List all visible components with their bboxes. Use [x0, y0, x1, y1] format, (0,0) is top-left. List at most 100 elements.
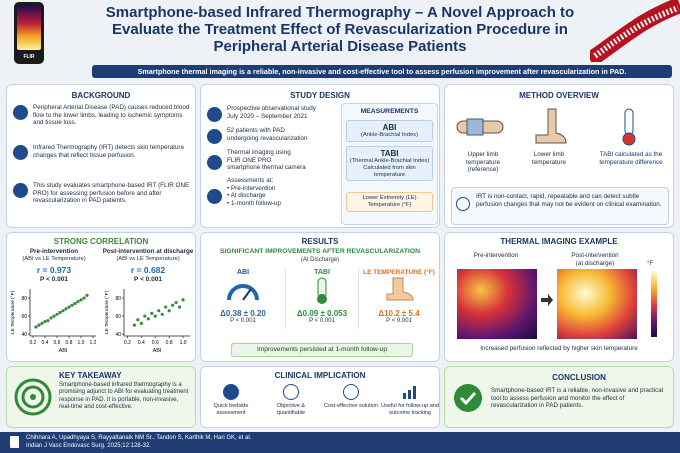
point	[49, 316, 53, 320]
x-axis-label: ABI	[153, 348, 162, 354]
thermometer-icon	[624, 108, 634, 136]
line: 52 patients with PAD	[227, 127, 285, 134]
colorbar-unit: °F	[647, 261, 654, 267]
label: Post-intervention (at discharge)	[555, 252, 635, 267]
icon	[13, 183, 28, 198]
text: Upper limb temperature (reference)	[466, 151, 500, 174]
measure-desc: Calculated from skin temperature	[363, 164, 416, 178]
metric-p: P < 0.001	[386, 318, 412, 324]
citation: Chihnara A, Upadhyaya S, Rayyattanaik NM…	[26, 434, 251, 450]
y-tick-label: 80	[115, 296, 121, 302]
results-note: (At Discharge)	[300, 257, 340, 263]
item: Cost-effective solution	[323, 403, 378, 409]
point	[82, 296, 86, 300]
method-icons	[456, 108, 636, 146]
point	[167, 309, 171, 313]
x-tick-label: 0.6	[54, 340, 61, 346]
icon	[13, 145, 28, 160]
chart-p: P < 0.001	[134, 276, 162, 283]
panel-title: RESULTS	[301, 237, 339, 246]
caption: Increased perfusion reflected by higher …	[480, 345, 638, 352]
background-panel: BACKGROUND Peripheral Arterial Disease (…	[6, 84, 196, 228]
item: Useful for follow-up and outcome trackin…	[381, 403, 439, 416]
x-axis-label: ABI	[59, 348, 68, 354]
point	[177, 305, 182, 309]
line: Post-intervention	[571, 252, 619, 259]
target-icon	[14, 378, 52, 416]
line: FLIR ONE PRO	[227, 156, 272, 164]
x-tick-label: 0.4	[42, 340, 49, 346]
chart-subtitle: (ABI vs LE Temperature)	[22, 256, 86, 262]
metric-value: Δ10.2 ± 5.4	[378, 309, 420, 318]
text: Infrared Thermography (IRT) detects skin…	[33, 144, 184, 159]
point	[136, 318, 140, 322]
artery-illustration	[590, 0, 680, 62]
doc-icon	[10, 436, 19, 448]
ring	[14, 378, 52, 416]
text: IRT is non-contact, rapid, repeatable an…	[476, 193, 662, 208]
chart-r: r = 0.682	[130, 265, 166, 275]
measure-name: TABI	[380, 149, 399, 158]
line: Pre-intervention	[230, 184, 276, 192]
panel-title: METHOD OVERVIEW	[519, 91, 599, 100]
point	[76, 300, 80, 304]
gauge-icon	[227, 284, 259, 301]
measure-desc: (Thermal Ankle-Brachial Index)	[349, 158, 430, 164]
study-design-panel: STUDY DESIGN Prospective observational s…	[200, 84, 440, 228]
stent	[593, 5, 680, 59]
point	[150, 311, 154, 316]
chart-title: Post-intervention at discharge	[102, 248, 194, 255]
line: 1-month follow-up	[230, 199, 282, 207]
point	[139, 321, 143, 325]
point	[160, 312, 164, 316]
bullet: • Pre-intervention	[227, 184, 276, 192]
x-tick-label: 1.0	[180, 340, 187, 346]
chart-r: r = 0.973	[36, 265, 72, 275]
gauge-needle	[242, 288, 252, 301]
point	[181, 298, 185, 302]
circle	[454, 384, 482, 412]
subtitle: Smartphone thermal imaging is a reliable…	[92, 65, 672, 78]
foot-icon	[386, 277, 414, 301]
point	[61, 309, 65, 313]
clinical-panel: CLINICAL IMPLICATION Quick bedside asses…	[200, 366, 440, 428]
metric-p: P < 0.001	[309, 318, 335, 324]
bar-icon	[413, 386, 416, 399]
line: July 2020 – September 2021	[227, 112, 308, 120]
phone: FLIR	[14, 2, 44, 64]
point	[171, 303, 175, 307]
authors: Chihnara A, Upadhyaya S, Rayyattanaik NM…	[26, 435, 252, 441]
panel-title: THERMAL IMAGING EXAMPLE	[500, 237, 618, 246]
line: At discharge	[230, 192, 266, 200]
measure: ABI (Ankle-Brachial Index)	[346, 120, 433, 142]
point	[157, 309, 161, 313]
text: 52 patients with PAD undergoing revascula…	[227, 127, 337, 142]
x-tick-label: 1.0	[78, 340, 85, 346]
ring	[21, 385, 45, 409]
icon	[207, 107, 222, 122]
chart-subtitle: (ABI vs LE Temperature)	[116, 256, 180, 262]
point	[55, 312, 59, 316]
text: Smartphone-based IRT is a reliable, non-…	[491, 387, 664, 410]
metric-value: Δ0.38 ± 0.20	[220, 309, 266, 318]
panel-title: CLINICAL IMPLICATION	[274, 371, 366, 380]
measure-name: Lower Extremity (LE) Temperature (°F)	[362, 195, 417, 208]
line: Assessments at:	[227, 177, 274, 184]
results-subtitle: SIGNIFICANT IMPROVEMENTS AFTER REVASCULA…	[219, 248, 420, 255]
point	[79, 298, 83, 302]
line: undergoing revascularization	[227, 134, 308, 142]
thermal-image-pre	[457, 269, 537, 339]
panel-title: CONCLUSION	[552, 373, 606, 382]
point	[67, 305, 71, 309]
phone-screen	[17, 6, 41, 50]
text: This study evaluates smartphone-based IR…	[33, 182, 190, 205]
results-footer: Improvements persisted at 1-month follow…	[231, 343, 413, 357]
item: Quick bedside assessment	[213, 403, 249, 416]
point	[40, 321, 44, 325]
icon	[13, 105, 28, 120]
point	[37, 323, 41, 327]
line: (at discharge)	[575, 259, 615, 267]
metric-name: ABI	[236, 269, 250, 276]
point	[70, 303, 74, 307]
